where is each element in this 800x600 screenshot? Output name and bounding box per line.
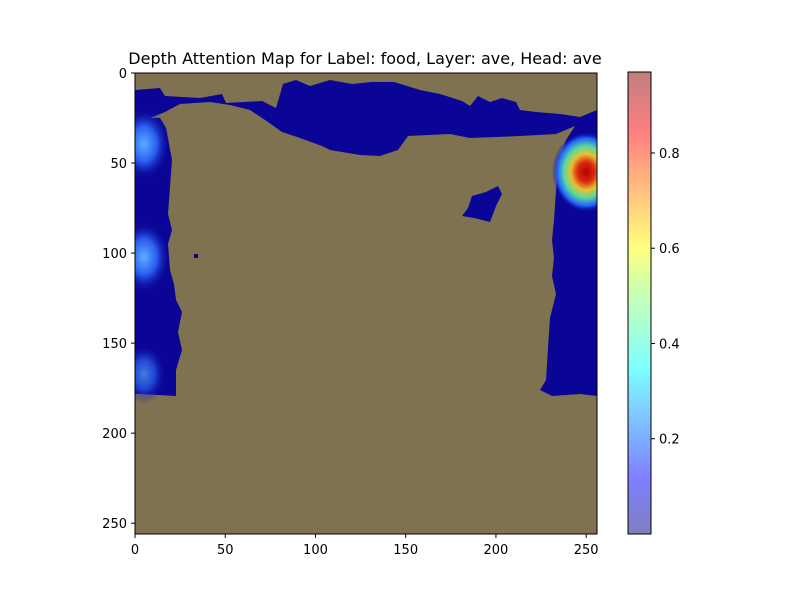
x-tick-label: 200 [484, 543, 509, 558]
y-tick-label: 150 [102, 337, 127, 352]
colorbar-tick-label: 0.2 [659, 433, 680, 448]
x-tick-label: 0 [131, 543, 139, 558]
x-tick-label: 50 [217, 543, 234, 558]
colorbar [628, 72, 651, 534]
y-axis: 0 50 100 150 200 250 [102, 67, 135, 532]
hotspot-right [552, 132, 620, 212]
y-tick-label: 250 [102, 517, 127, 532]
colorbar-axis: 0.2 0.4 0.6 0.8 [651, 147, 680, 448]
colorbar-tick-label: 0.6 [659, 242, 680, 257]
chart-title: Depth Attention Map for Label: food, Lay… [128, 49, 601, 68]
low-attention-speck [194, 254, 198, 258]
y-tick-label: 100 [102, 247, 127, 262]
x-tick-label: 150 [393, 543, 418, 558]
heatmap-image [118, 73, 620, 534]
y-tick-label: 0 [119, 67, 127, 82]
colorbar-tick-label: 0.4 [659, 337, 680, 352]
y-tick-label: 50 [110, 157, 127, 172]
hotspot-left-lower [122, 344, 166, 404]
x-axis: 0 50 100 150 200 250 [131, 534, 599, 558]
x-tick-label: 100 [303, 543, 328, 558]
x-tick-label: 250 [574, 543, 599, 558]
colorbar-tick-label: 0.8 [659, 147, 680, 162]
y-tick-label: 200 [102, 427, 127, 442]
